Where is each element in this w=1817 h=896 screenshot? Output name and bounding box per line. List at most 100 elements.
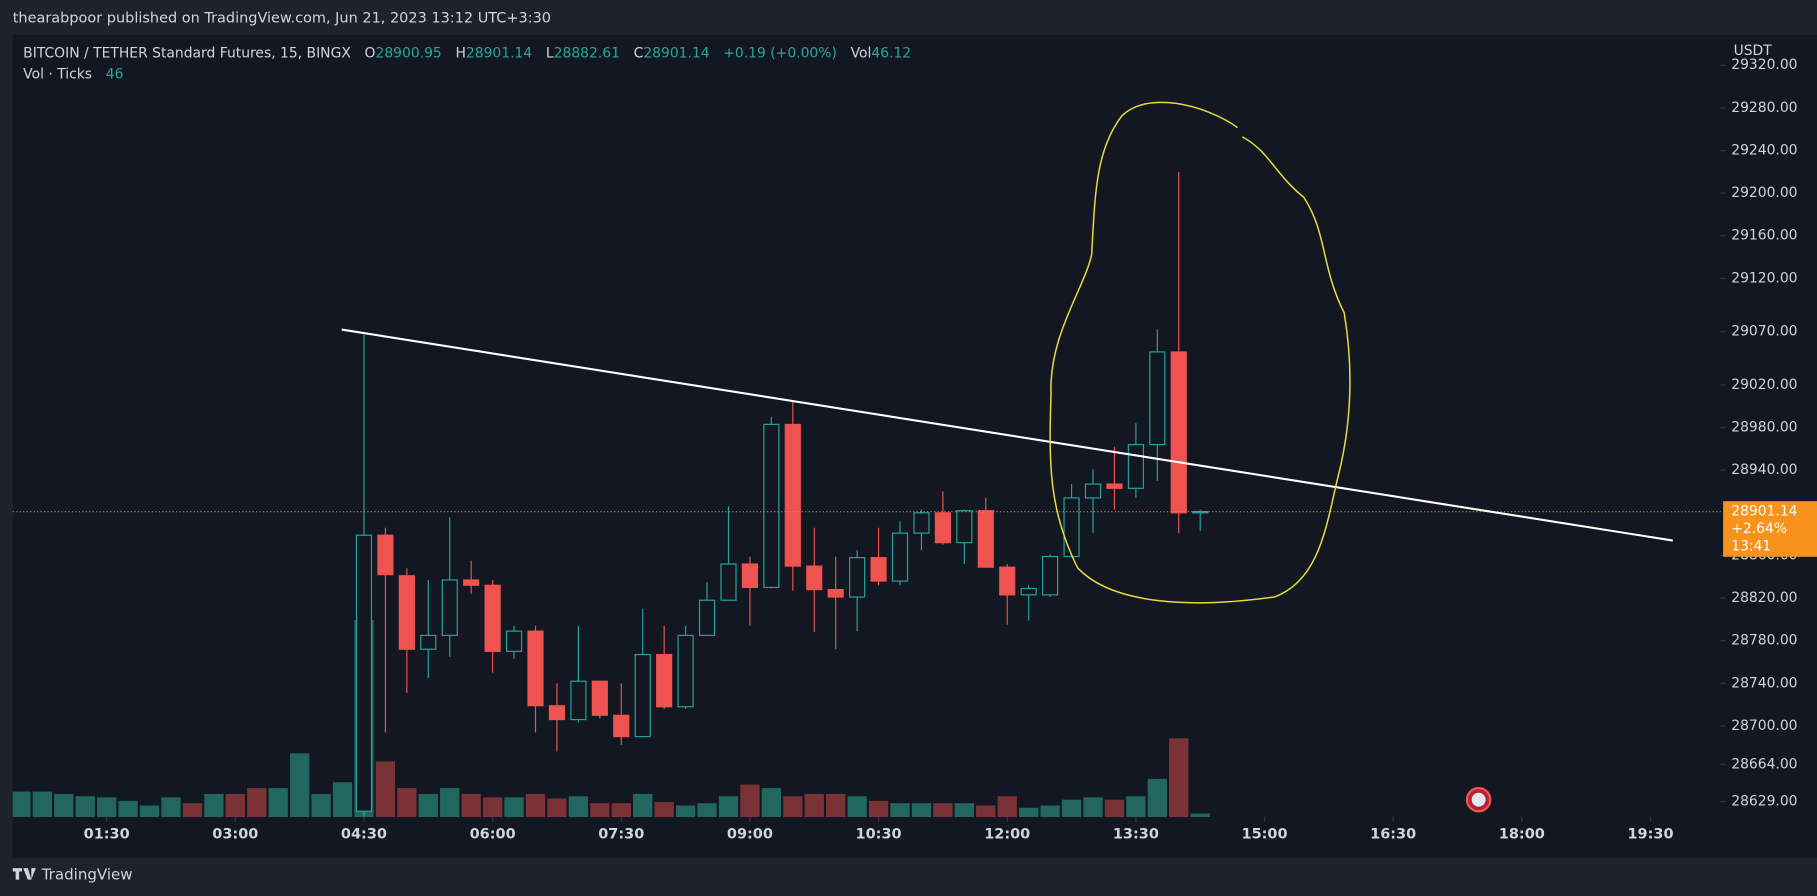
- volume-bar: [1169, 738, 1189, 818]
- candle-body: [1170, 351, 1187, 514]
- y-tick-label: 29070.00: [1731, 324, 1797, 340]
- volume-bar: [954, 803, 974, 818]
- event-flag-inner: [1471, 792, 1486, 807]
- volume-bar: [118, 800, 138, 818]
- volume-bar: [525, 793, 546, 818]
- vol-value: 46.12: [871, 45, 911, 61]
- x-tick-label: 04:30: [341, 826, 387, 842]
- candle-body: [377, 534, 394, 576]
- y-tick-label: 28740.00: [1731, 675, 1797, 691]
- last-price: 28901.14: [1731, 504, 1797, 520]
- y-tick-label: 29320.00: [1731, 57, 1797, 73]
- y-tick-label: 28664.00: [1731, 756, 1797, 772]
- volume-bar: [482, 797, 503, 818]
- y-tick-label: 29120.00: [1731, 270, 1797, 286]
- y-tick-label: 28629.00: [1731, 794, 1797, 810]
- legend-row: BITCOIN / TETHER Standard Futures, 15, B…: [23, 45, 911, 61]
- volume-bar: [139, 805, 160, 818]
- candle-body: [1192, 511, 1209, 514]
- candle-body: [484, 584, 501, 652]
- y-tick-label: 28780.00: [1731, 633, 1797, 649]
- volume-bar: [418, 793, 438, 818]
- volume-bar: [1104, 799, 1125, 818]
- candle-body: [999, 566, 1016, 596]
- y-tick-label: 28820.00: [1731, 590, 1797, 606]
- volume-bar: [247, 788, 267, 818]
- l-label: L: [546, 45, 554, 61]
- candle-body: [420, 634, 437, 650]
- volume-bar: [182, 803, 203, 818]
- candle-body: [570, 680, 587, 721]
- volume-bar: [847, 796, 867, 818]
- volume-bar: [1190, 813, 1210, 818]
- l-value: 28882.61: [554, 45, 620, 61]
- candle-body: [763, 423, 780, 589]
- volume-bar: [911, 803, 932, 818]
- candle-body: [913, 512, 930, 534]
- volume-bar: [332, 782, 353, 818]
- volume-bar: [161, 797, 181, 818]
- candle-body: [398, 575, 415, 650]
- candle-body: [1084, 483, 1102, 499]
- volume-bar: [289, 753, 310, 818]
- volume-bar: [397, 788, 417, 818]
- volume-bar: [718, 796, 739, 818]
- volume-bar: [997, 796, 1017, 818]
- last-change: +2.64%: [1731, 521, 1787, 537]
- volume-bar: [933, 803, 953, 818]
- volume-bar: [976, 805, 996, 818]
- axis-unit: USDT: [1734, 43, 1773, 59]
- x-tick-label: 19:30: [1627, 826, 1673, 842]
- volume-bar: [97, 797, 117, 818]
- brand-logo: TradingView: [12, 866, 133, 884]
- candle-body: [463, 579, 480, 586]
- candle-body: [1020, 587, 1037, 596]
- volume-bar: [440, 788, 460, 818]
- volume-legend: Vol · Ticks 46: [23, 66, 123, 82]
- y-tick-label: 29160.00: [1731, 228, 1797, 244]
- volume-bar: [311, 793, 331, 818]
- volume-bar: [868, 800, 889, 818]
- vol-label: Vol: [851, 45, 872, 61]
- candle-body: [849, 557, 866, 598]
- trendline: [341, 328, 1673, 542]
- y-tick-label: 28980.00: [1731, 420, 1797, 436]
- volume-bar: [461, 793, 481, 818]
- candle-body: [891, 532, 909, 582]
- last-price-box: [1723, 501, 1817, 557]
- candle-body: [441, 579, 458, 636]
- o-label: O: [365, 45, 376, 61]
- volume-bar: [697, 803, 717, 818]
- countdown: 13:41: [1731, 538, 1771, 554]
- candle-body: [548, 705, 566, 721]
- volume-bar: [890, 803, 910, 818]
- volume-bar: [675, 805, 696, 818]
- symbol-title: BITCOIN / TETHER Standard Futures, 15, B…: [23, 45, 351, 61]
- volume-bar: [1147, 778, 1167, 818]
- candle-body: [806, 565, 823, 591]
- candle-body: [977, 510, 994, 568]
- o-value: 28900.95: [375, 45, 441, 61]
- candle-body: [784, 423, 801, 567]
- y-tick-label: 29200.00: [1731, 185, 1797, 201]
- volume-bar: [1061, 799, 1082, 818]
- candle-body: [934, 512, 951, 544]
- volume-bar: [75, 796, 95, 818]
- candle-body: [1106, 483, 1123, 489]
- volume-bar: [804, 793, 824, 818]
- volume-bar: [268, 788, 288, 818]
- x-tick-label: 16:30: [1370, 826, 1416, 842]
- volume-bar: [761, 788, 782, 818]
- volume-bar: [504, 797, 524, 818]
- volume-bar: [654, 802, 674, 818]
- volume-bar: [54, 793, 74, 818]
- x-tick-label: 12:00: [984, 826, 1030, 842]
- volume-bar: [32, 791, 52, 818]
- volume-label: Vol · Ticks: [23, 66, 92, 82]
- volume-bar: [547, 798, 567, 818]
- candle-body: [634, 653, 651, 738]
- candle-body: [1063, 497, 1080, 558]
- candle-body: [527, 630, 544, 707]
- y-tick-label: 28940.00: [1731, 462, 1797, 478]
